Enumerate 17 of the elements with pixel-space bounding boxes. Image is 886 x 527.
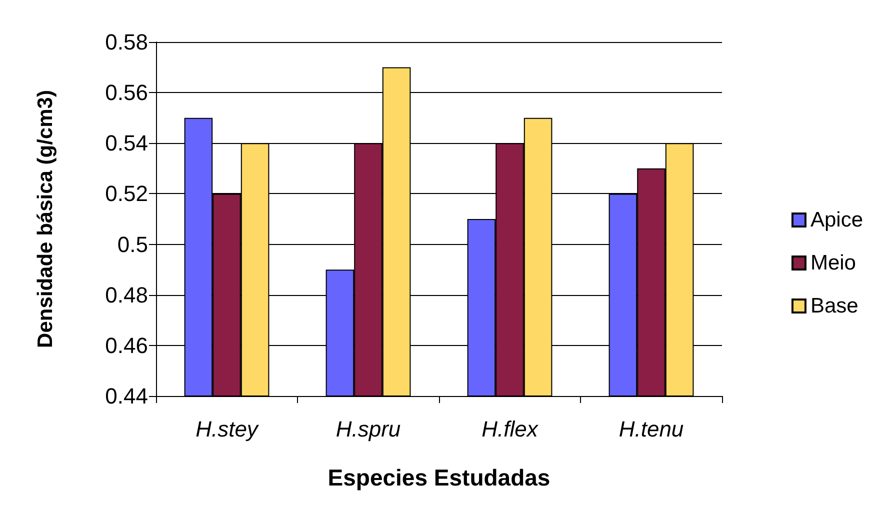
y-tick-label: 0.52 [105, 181, 148, 206]
x-axis-title: Especies Estudadas [328, 464, 550, 490]
y-tick-label: 0.46 [105, 332, 148, 358]
y-tick-label: 0.5 [117, 232, 148, 257]
y-tick-label: 0.58 [105, 30, 148, 54]
y-tick-label: 0.44 [105, 384, 148, 408]
x-tick-label: H.spru [336, 416, 401, 442]
x-tick-label: H.tenu [618, 416, 684, 442]
y-tick-label: 0.56 [105, 80, 148, 106]
legend-label: Meio [810, 252, 856, 274]
x-tick-label: H.stey [196, 416, 260, 442]
y-tick-label: 0.54 [105, 130, 148, 156]
y-axis-title: Densidade básica (g/cm3) [34, 90, 57, 348]
y-tick-label: 0.48 [105, 282, 148, 308]
legend-label: Apice [810, 208, 863, 232]
x-tick-label: H.flex [482, 416, 539, 442]
legend-label: Base [810, 294, 858, 318]
